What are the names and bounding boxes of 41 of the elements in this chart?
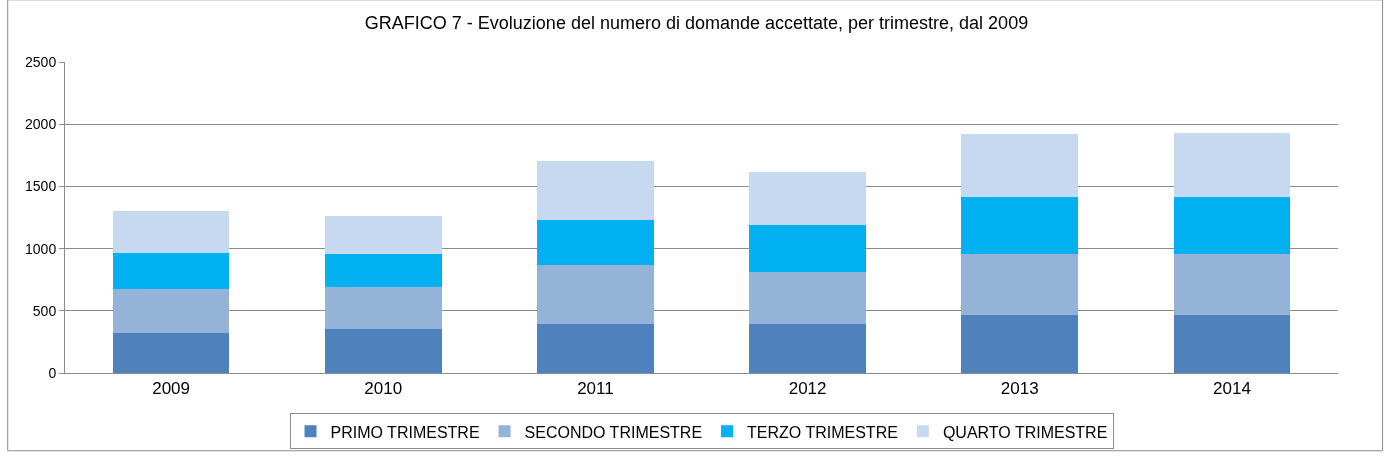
x-tick-label: 2010 [364,379,403,399]
bar [537,265,654,325]
y-tick-label: 500 [32,302,57,319]
bar [537,219,654,266]
bar [112,289,230,333]
bar [1173,314,1291,373]
bar [112,210,230,253]
bar [749,225,866,272]
bar [961,314,1079,373]
bar [324,216,442,254]
bar [749,271,866,324]
x-tick-label: 2012 [788,379,827,399]
legend-label: PRIMO TRIMESTRE [330,423,480,441]
chart-title: GRAFICO 7 - Evoluzione del numero di domande accettate, per trimestre, dal 2009 [364,12,1029,33]
bar [961,197,1079,254]
y-tick-label: 0 [48,364,57,381]
x-tick-label: 2014 [1213,379,1251,399]
x-tick-label: 2013 [1000,379,1039,399]
y-tick-label: 1500 [25,178,57,195]
legend-label: QUARTO TRIMESTRE [942,423,1108,441]
y-tick-label: 2500 [25,53,57,70]
bar [324,253,442,287]
bar [324,328,442,373]
bar [324,286,442,329]
y-tick-label: 1000 [25,240,57,257]
bar [961,253,1079,315]
legend-label: TERZO TRIMESTRE [747,423,898,441]
bar [1173,253,1291,315]
bar [112,252,230,290]
legend-label: SECONDO TRIMESTRE [524,423,703,441]
x-tick-label: 2011 [577,379,614,399]
bar [537,324,654,373]
bar [961,134,1079,198]
bar [749,171,866,226]
x-tick-label: 2009 [152,379,190,399]
y-tick-label: 2000 [25,116,57,133]
bar [1173,197,1291,254]
bar [537,160,654,220]
bar [749,323,866,373]
bar [112,332,230,373]
bar [1173,132,1291,198]
